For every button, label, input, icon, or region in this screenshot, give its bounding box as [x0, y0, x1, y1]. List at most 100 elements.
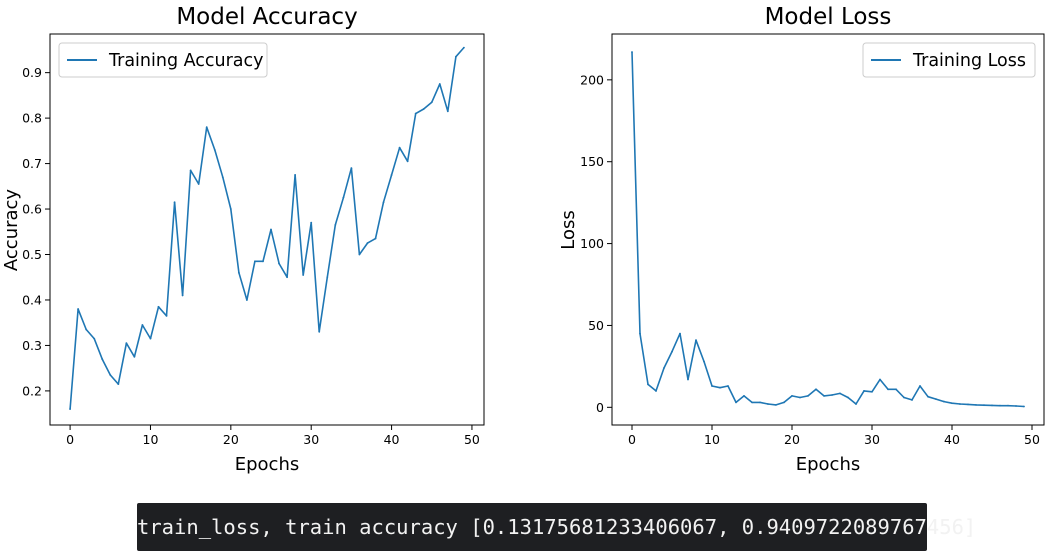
accuracy-x-tick-label: 50: [464, 432, 480, 447]
accuracy-data-point: [117, 383, 120, 385]
accuracy-y-tick-label: 0.3: [22, 338, 42, 353]
loss-data-point: [663, 367, 665, 369]
loss-data-point: [743, 394, 745, 397]
accuracy-data-point: [366, 242, 369, 245]
accuracy-data-point: [181, 294, 184, 297]
accuracy-y-tick-label: 0.9: [22, 65, 42, 80]
loss-data-point: [887, 388, 889, 391]
loss-y-tick-label: 150: [580, 154, 604, 169]
loss-data-point: [983, 404, 985, 407]
loss-data-point: [823, 394, 825, 397]
loss-data-point: [943, 400, 945, 403]
loss-data-point: [895, 388, 897, 391]
loss-legend: Training Loss: [862, 42, 1036, 78]
accuracy-data-point: [77, 308, 80, 310]
loss-data-point: [791, 394, 793, 397]
accuracy-data-point: [358, 253, 361, 256]
accuracy-title: Model Accuracy: [176, 4, 357, 30]
loss-x-tick-label: 30: [864, 432, 880, 447]
loss-data-point: [711, 385, 713, 387]
accuracy-x-tick-label: 30: [303, 432, 319, 447]
loss-data-point: [631, 51, 633, 53]
accuracy-data-point: [205, 126, 208, 129]
loss-data-point: [807, 394, 809, 397]
loss-data-point: [1015, 405, 1017, 407]
loss-title: Model Loss: [765, 4, 892, 30]
accuracy-data-point: [430, 101, 433, 104]
loss-plot-frame: [611, 33, 1045, 426]
accuracy-data-point: [463, 46, 465, 49]
accuracy-y-tick-label: 0.5: [22, 247, 42, 262]
loss-data-point: [831, 394, 833, 396]
accuracy-data-point: [446, 110, 449, 113]
accuracy-data-point: [302, 274, 305, 276]
accuracy-y-tick-label: 0.4: [22, 292, 42, 307]
loss-x-tick-label: 20: [784, 432, 800, 447]
loss-data-point: [951, 402, 953, 405]
loss-data-point: [767, 403, 769, 405]
loss-x-tick-label: 40: [944, 432, 960, 447]
loss-data-point: [687, 378, 689, 381]
accuracy-data-point: [326, 276, 329, 279]
accuracy-data-point: [270, 228, 272, 231]
accuracy-x-tick-label: 0: [66, 432, 74, 447]
accuracy-data-point: [350, 167, 353, 170]
loss-x-tick-label: 10: [704, 432, 720, 447]
accuracy-x-tick-label: 10: [143, 432, 159, 447]
loss-y-tick-label: 100: [580, 236, 604, 251]
loss-data-point: [839, 392, 841, 395]
accuracy-x-tick-label: 20: [223, 432, 239, 447]
loss-data-point: [967, 403, 969, 406]
loss-data-point: [959, 403, 961, 405]
loss-y-tick-label: 0: [596, 400, 604, 415]
accuracy-data-point: [133, 355, 136, 358]
loss-data-point: [911, 399, 913, 401]
accuracy-data-point: [157, 305, 160, 308]
loss-data-point: [815, 388, 817, 391]
loss-data-point: [719, 386, 721, 389]
loss-data-point: [919, 385, 921, 387]
loss-x-axis-label: Epochs: [796, 454, 861, 475]
loss-data-point: [863, 390, 865, 392]
loss-data-point: [855, 403, 857, 405]
loss-chart: Model Loss 0 10 20 30 40 50 0 50 100 150 200 Epochs L…: [558, 4, 1045, 475]
accuracy-legend-box: [58, 42, 268, 78]
accuracy-data-point: [318, 330, 321, 333]
accuracy-plot-frame: [49, 33, 485, 426]
accuracy-data-point: [414, 112, 417, 115]
accuracy-y-tick-label: 0.2: [22, 383, 42, 398]
loss-series-line: [631, 51, 1025, 408]
loss-y-axis-label: Loss: [558, 210, 579, 249]
loss-data-point: [871, 390, 873, 393]
accuracy-data-point: [246, 299, 248, 301]
loss-data-point: [1007, 404, 1009, 407]
console-output: train_loss, train accuracy [0.1317568123…: [137, 503, 976, 551]
accuracy-data-point: [197, 183, 200, 185]
accuracy-data-point: [85, 328, 88, 331]
loss-data-point: [799, 396, 801, 399]
accuracy-data-point: [398, 146, 401, 149]
loss-data-point: [647, 383, 649, 386]
accuracy-data-point: [294, 174, 297, 176]
accuracy-data-point: [173, 201, 176, 204]
loss-data-point: [927, 395, 929, 398]
accuracy-data-point: [254, 260, 256, 263]
loss-data-point: [783, 401, 785, 404]
loss-data-point: [1023, 405, 1025, 408]
loss-data-point: [991, 404, 993, 407]
accuracy-y-tick-label: 0.6: [22, 202, 42, 217]
accuracy-data-point: [390, 174, 393, 176]
accuracy-data-point: [438, 83, 441, 85]
loss-data-point: [703, 360, 705, 363]
accuracy-data-point: [189, 169, 192, 172]
accuracy-data-point: [149, 337, 152, 340]
loss-data-point: [847, 396, 849, 399]
loss-legend-label: Training Loss: [912, 51, 1026, 71]
accuracy-data-point: [310, 221, 313, 224]
accuracy-legend: Training Accuracy: [58, 42, 268, 78]
loss-data-point: [903, 396, 905, 399]
accuracy-data-point: [262, 260, 264, 263]
loss-data-point: [751, 401, 753, 404]
loss-data-point: [639, 332, 641, 335]
loss-data-point: [759, 401, 761, 404]
